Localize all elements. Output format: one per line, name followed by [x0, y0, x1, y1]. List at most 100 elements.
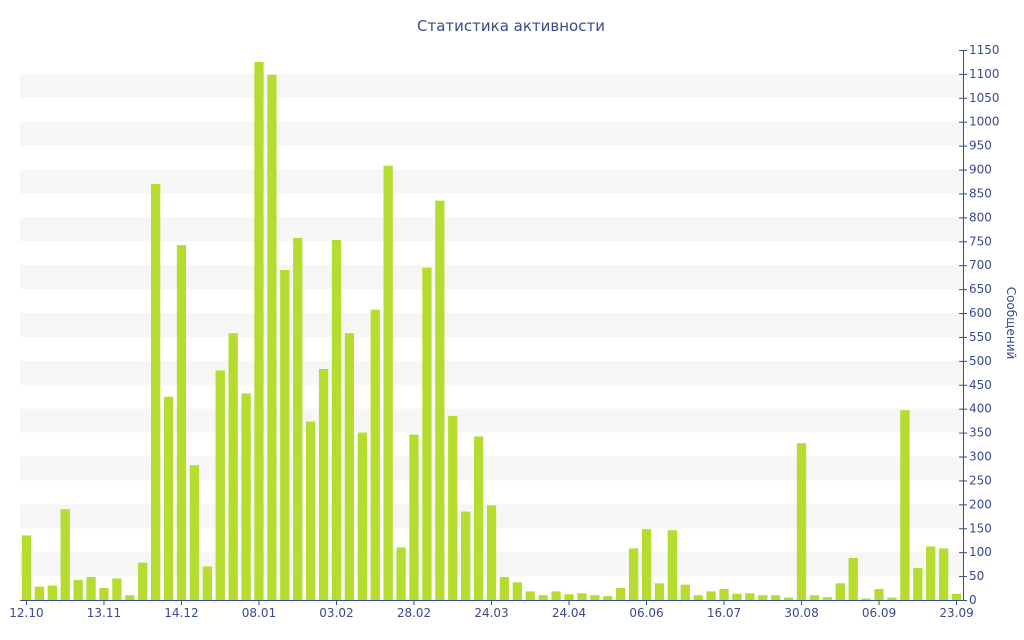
- bar: [422, 267, 432, 600]
- grid-band: [20, 121, 963, 146]
- bar: [758, 595, 768, 600]
- y-tick-label: 400: [969, 402, 992, 416]
- bar: [822, 597, 833, 600]
- y-tick-label: 950: [969, 139, 992, 153]
- bar: [241, 393, 251, 600]
- bar: [809, 595, 820, 600]
- bar: [357, 432, 367, 600]
- bar: [60, 509, 70, 600]
- y-tick-label: 350: [969, 426, 992, 440]
- x-tick-label: 23.09: [939, 606, 973, 620]
- y-tick-label: 1000: [969, 115, 1000, 129]
- bar: [512, 582, 522, 600]
- bar: [99, 588, 109, 600]
- x-tick-label: 30.08: [784, 606, 818, 620]
- bar: [835, 583, 845, 600]
- bar: [680, 584, 690, 600]
- grid-band: [20, 73, 963, 98]
- x-tick-label: 28.02: [397, 606, 431, 620]
- bar: [163, 396, 174, 600]
- y-tick-label: 1150: [969, 43, 1000, 57]
- bar: [189, 465, 200, 600]
- x-tick-label: 24.04: [552, 606, 586, 620]
- bar: [267, 74, 277, 601]
- x-tick-label: 13.11: [87, 606, 121, 620]
- x-tick-label: 12.10: [9, 606, 43, 620]
- x-tick-label: 24.03: [474, 606, 508, 620]
- bar: [138, 562, 148, 600]
- y-tick-labels: 0 50 100 150 200 250 300 350 400 450 500 550 600 650 7…: [959, 43, 1000, 607]
- bar: [887, 597, 897, 600]
- y-tick-label: 550: [969, 330, 992, 344]
- bar: [21, 535, 32, 600]
- grid-bands: [20, 73, 963, 577]
- bar: [564, 594, 574, 600]
- bar: [202, 566, 212, 600]
- bar: [448, 415, 458, 600]
- bar: [693, 595, 703, 600]
- bar: [396, 547, 406, 600]
- bar: [616, 588, 626, 600]
- y-tick-label: 150: [969, 521, 992, 535]
- bar: [34, 586, 45, 600]
- y-tick-label: 100: [969, 545, 992, 559]
- x-tick-label: 08.01: [242, 606, 276, 620]
- y-tick-label: 650: [969, 282, 992, 296]
- bar: [73, 579, 83, 600]
- y-tick-label: 0: [969, 593, 977, 607]
- bar: [926, 546, 936, 600]
- y-tick-label: 200: [969, 497, 992, 511]
- bar: [951, 593, 962, 600]
- y-axis-label: Сообщений: [1004, 287, 1018, 360]
- bar: [848, 557, 858, 600]
- y-tick-label: 250: [969, 473, 992, 487]
- bar: [900, 410, 910, 600]
- grid-band: [20, 456, 963, 481]
- chart-title: Статистика активности: [417, 17, 605, 35]
- y-tick-label: 700: [969, 258, 992, 272]
- bar: [641, 529, 652, 600]
- bar: [783, 597, 794, 600]
- bar: [628, 548, 639, 600]
- bar: [47, 585, 57, 600]
- bar: [796, 443, 807, 600]
- grid-band: [20, 313, 963, 337]
- bar: [551, 591, 561, 600]
- bar: [150, 183, 161, 600]
- grid-band: [20, 169, 963, 194]
- bar: [938, 548, 949, 600]
- grid-band: [20, 265, 963, 290]
- y-tick-label: 500: [969, 354, 992, 368]
- bar: [318, 369, 329, 600]
- bar: [745, 593, 755, 600]
- y-tick-label: 750: [969, 234, 992, 248]
- bar: [370, 309, 380, 600]
- bar-series: [21, 61, 962, 601]
- bar: [280, 270, 290, 600]
- y-tick-label: 50: [969, 569, 984, 583]
- bar: [125, 595, 135, 600]
- bar: [861, 598, 871, 600]
- bar: [874, 589, 884, 600]
- x-tick-label: 16.07: [707, 606, 741, 620]
- bar: [654, 583, 665, 600]
- bar: [228, 333, 238, 600]
- bar: [176, 245, 187, 600]
- bar: [435, 200, 445, 600]
- y-tick-label: 600: [969, 306, 992, 320]
- y-tick-label: 900: [969, 163, 992, 177]
- bar: [306, 421, 316, 600]
- x-tick-labels: 12.10 13.11 14.12 08.01 03.02 28.02 24.03 24.04…: [9, 600, 974, 620]
- bar: [383, 165, 393, 601]
- bar: [344, 333, 355, 600]
- bar: [706, 591, 716, 600]
- bar: [525, 591, 535, 600]
- grid-band: [20, 217, 963, 242]
- bar: [732, 593, 742, 600]
- bar: [254, 61, 264, 600]
- x-tick-label: 06.09: [862, 606, 896, 620]
- bar: [331, 239, 342, 600]
- bar: [577, 593, 587, 600]
- bar: [771, 595, 781, 600]
